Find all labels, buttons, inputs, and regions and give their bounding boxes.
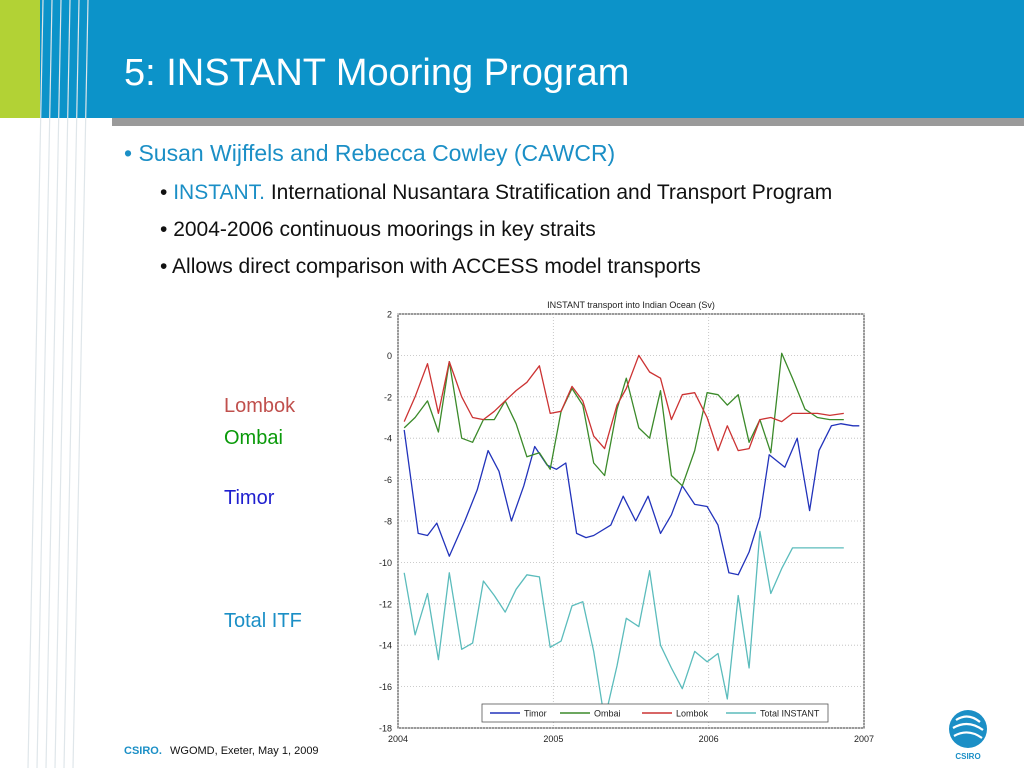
series-line	[403, 530, 844, 721]
series-line	[403, 354, 844, 452]
legend-entry: Timor	[524, 709, 547, 719]
y-tick-label: -18	[379, 724, 392, 734]
y-tick-label: -8	[384, 517, 392, 527]
series-line	[403, 352, 844, 487]
label-total-itf: Total ITF	[224, 610, 302, 632]
bullet-level2: • 2004-2006 continuous moorings in key s…	[160, 218, 596, 241]
footer-brand: CSIRO.	[124, 745, 162, 757]
y-tick-label: -12	[379, 599, 392, 609]
y-tick-label: -10	[379, 558, 392, 568]
bullet-level2: • INSTANT. International Nusantara Strat…	[160, 181, 833, 204]
bullet-level1: • Susan Wijffels and Rebecca Cowley (CAW…	[124, 140, 616, 166]
y-tick-label: 0	[387, 351, 392, 361]
y-tick-label: -16	[379, 682, 392, 692]
slide-title: 5: INSTANT Mooring Program	[124, 52, 630, 94]
chart-title: INSTANT transport into Indian Ocean (Sv)	[547, 300, 715, 310]
series-line	[403, 423, 860, 576]
label-ombai: Ombai	[224, 427, 283, 449]
bullet-accent-text: INSTANT.	[173, 181, 265, 204]
csiro-logo: CSIRO	[949, 710, 987, 761]
x-tick-label: 2007	[854, 734, 874, 744]
bullet-level2: • Allows direct comparison with ACCESS m…	[160, 255, 701, 278]
bullet-text: 2004-2006 continuous moorings in key str…	[173, 218, 596, 241]
bullet-text: International Nusantara Stratification a…	[270, 181, 833, 204]
x-tick-label: 2006	[699, 734, 719, 744]
legend-entry: Total INSTANT	[760, 709, 820, 719]
legend-entry: Ombai	[594, 709, 621, 719]
footer-text: WGOMD, Exeter, May 1, 2009	[170, 745, 319, 757]
bullet-text: Allows direct comparison with ACCESS mod…	[172, 255, 701, 278]
title-rule	[112, 118, 1024, 126]
y-tick-label: -14	[379, 641, 392, 651]
label-timor: Timor	[224, 487, 275, 509]
legend-entry: Lombok	[676, 709, 709, 719]
x-tick-label: 2005	[543, 734, 563, 744]
x-tick-label: 2004	[388, 734, 408, 744]
bullet-text: Susan Wijffels and Rebecca Cowley (CAWCR…	[138, 140, 616, 166]
y-tick-label: -6	[384, 475, 392, 485]
y-tick-label: -2	[384, 392, 392, 402]
y-tick-label: 2	[387, 310, 392, 320]
decorative-stripes	[27, 0, 89, 768]
header-accent-strip	[0, 0, 40, 118]
plot-area	[397, 313, 865, 729]
title-bar	[0, 0, 1024, 118]
svg-text:CSIRO: CSIRO	[955, 752, 980, 761]
label-lombok: Lombok	[224, 395, 296, 417]
y-tick-label: -4	[384, 434, 392, 444]
